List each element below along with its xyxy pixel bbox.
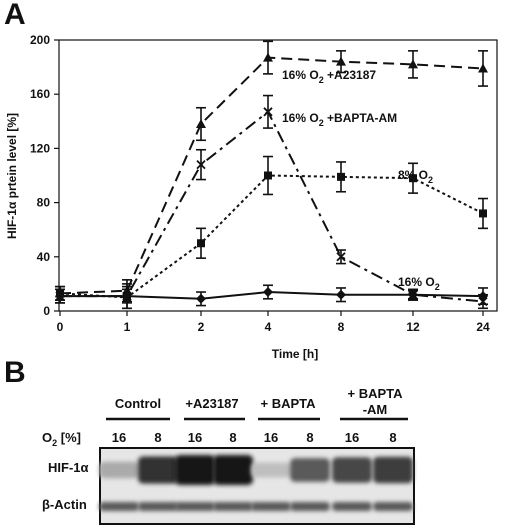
o2-percent-label: O2 [%] [42, 430, 81, 448]
y-tick-label: 40 [37, 250, 51, 264]
series-annotation: 16% O2 +A23187 [282, 68, 376, 85]
group-label-bapta-am-line2: -AM [363, 402, 388, 417]
data-point [336, 289, 346, 300]
group-label-bapta: + BAPTA [260, 396, 316, 411]
panel-b-letter: B [4, 356, 26, 389]
blot-membrane [99, 447, 415, 525]
hif-band [332, 457, 372, 483]
actin-band [332, 502, 372, 511]
western-blot: Control +A23187 + BAPTA + BAPTA -AM O2 [… [42, 386, 415, 525]
data-point [409, 174, 417, 183]
data-point [196, 160, 206, 170]
group-label-control: Control [115, 396, 161, 411]
series-annotation: 16% O2 +BAPTA-AM [282, 111, 397, 128]
lane-label: 8 [229, 430, 236, 445]
data-point [478, 63, 488, 73]
x-tick-label: 0 [57, 320, 64, 334]
series-3 [55, 284, 488, 307]
group-label-bapta-am-line1: + BAPTA [347, 386, 403, 401]
actin-row-label: β-Actin [42, 497, 87, 512]
data-point [196, 119, 206, 129]
data-point [336, 252, 346, 262]
x-axis-label: Time [h] [272, 347, 318, 361]
lane-label: 8 [389, 430, 396, 445]
data-point [263, 52, 273, 62]
data-point [263, 287, 273, 298]
lane-label: 8 [154, 430, 161, 445]
y-tick-label: 0 [43, 304, 50, 318]
hif-band [251, 462, 291, 478]
hif-band [138, 456, 178, 484]
lane-label: 16 [264, 430, 278, 445]
y-tick-label: 160 [30, 87, 50, 101]
hif-band [99, 461, 139, 479]
actin-band [99, 502, 139, 511]
actin-band [175, 502, 215, 511]
lane-label: 16 [112, 430, 126, 445]
y-tick-label: 80 [37, 196, 51, 210]
data-point [336, 56, 346, 66]
data-point [55, 291, 65, 302]
actin-band [213, 502, 253, 511]
y-tick-label: 120 [30, 141, 50, 155]
data-point [197, 239, 205, 248]
lane-labels: 16 8 16 8 16 8 16 8 [112, 430, 397, 445]
lane-label: 8 [306, 430, 313, 445]
actin-band [251, 502, 291, 511]
series-annotation: 16% O2 [398, 275, 440, 292]
y-tick-label: 200 [30, 33, 50, 47]
group-label-a23187: +A23187 [185, 396, 238, 411]
x-tick-label: 24 [476, 320, 490, 334]
hif-row-label: HIF-1α [48, 460, 89, 475]
x-tick-label: 1 [124, 320, 131, 334]
y-axis-label: HIF-1α prtein level [%] [5, 113, 19, 239]
hif-band [290, 458, 330, 482]
actin-band [290, 502, 330, 511]
actin-band [373, 502, 413, 511]
data-point [478, 291, 488, 302]
y-axis-title: HIF-1α prtein level [%] [5, 113, 19, 239]
actin-band [138, 502, 178, 511]
series-line [60, 110, 484, 303]
x-tick-label: 8 [338, 320, 345, 334]
panel-a-letter: A [4, 0, 26, 31]
data-point [196, 293, 206, 304]
data-point [337, 172, 345, 181]
lane-label: 16 [188, 430, 202, 445]
data-point [408, 289, 418, 300]
hif-band [175, 455, 215, 485]
data-point [263, 107, 273, 117]
data-point [408, 59, 418, 69]
x-tick-label: 4 [265, 320, 272, 334]
data-point [122, 291, 132, 302]
lane-label: 16 [345, 430, 359, 445]
series-annotation: 8% O2 [398, 168, 433, 185]
hif-band [373, 456, 413, 484]
data-point [479, 209, 487, 218]
plot-frame [58, 39, 498, 312]
hif-band [213, 455, 253, 485]
data-point [264, 171, 272, 180]
line-chart: HIF-1α prtein level [%] Time [h] 0408012… [5, 33, 498, 361]
x-tick-label: 2 [198, 320, 205, 334]
x-tick-label: 12 [406, 320, 420, 334]
